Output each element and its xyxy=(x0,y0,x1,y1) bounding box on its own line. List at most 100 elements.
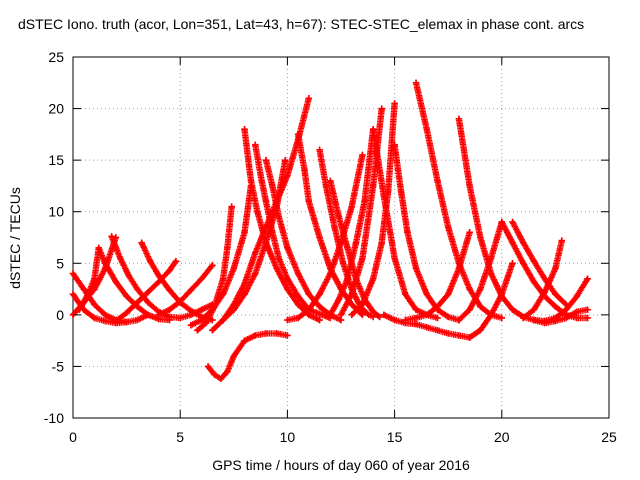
data-point xyxy=(241,280,248,288)
data-point xyxy=(434,327,441,334)
data-point xyxy=(376,313,383,321)
data-point xyxy=(91,301,98,308)
data-point xyxy=(219,275,227,282)
data-point xyxy=(584,306,591,313)
y-tick-label: -10 xyxy=(44,410,64,426)
series-12 xyxy=(219,156,289,324)
data-point xyxy=(369,308,377,315)
y-tick-label: 20 xyxy=(48,101,64,117)
data-point xyxy=(275,213,283,221)
data-point xyxy=(412,265,420,272)
series-33 xyxy=(509,218,570,308)
data-point xyxy=(166,286,173,294)
series-9 xyxy=(187,182,255,329)
data-point xyxy=(294,131,302,138)
data-point xyxy=(434,314,441,322)
data-point xyxy=(284,316,291,324)
data-point xyxy=(284,275,291,282)
data-point xyxy=(177,314,184,322)
data-point xyxy=(224,368,231,375)
data-point xyxy=(284,332,291,339)
data-point xyxy=(108,233,115,240)
data-point xyxy=(477,303,484,310)
data-point xyxy=(562,314,570,322)
data-point xyxy=(477,234,484,241)
data-point xyxy=(134,299,141,306)
data-point xyxy=(487,270,495,277)
data-point xyxy=(252,270,259,277)
data-point xyxy=(316,234,323,241)
data-point xyxy=(541,288,548,296)
series-14 xyxy=(241,126,323,324)
data-point xyxy=(155,272,162,279)
data-point xyxy=(397,187,405,195)
data-point xyxy=(455,265,463,272)
data-point xyxy=(269,182,276,190)
data-point xyxy=(305,306,313,313)
data-point xyxy=(273,330,280,337)
data-point xyxy=(327,177,334,184)
data-point xyxy=(241,126,248,133)
data-point xyxy=(562,306,570,313)
data-point xyxy=(380,193,388,200)
data-point xyxy=(144,299,152,306)
data-point xyxy=(423,291,430,298)
data-point xyxy=(552,291,559,298)
data-point xyxy=(146,258,154,265)
data-point xyxy=(498,314,505,322)
series-7 xyxy=(112,258,180,325)
series-16 xyxy=(262,156,345,324)
data-point xyxy=(466,334,473,341)
data-point xyxy=(530,258,538,265)
series-8 xyxy=(155,262,216,319)
data-point xyxy=(434,303,441,310)
chart-title: dSTEC Iono. truth (acor, Lon=351, Lat=43… xyxy=(18,16,584,32)
data-point xyxy=(275,254,283,262)
data-point xyxy=(530,306,538,313)
data-point xyxy=(369,182,377,190)
data-point xyxy=(520,314,527,322)
data-point xyxy=(254,208,261,215)
data-point xyxy=(219,316,227,324)
data-point xyxy=(359,151,366,159)
data-point xyxy=(155,311,162,319)
data-point xyxy=(412,314,420,322)
data-point xyxy=(316,291,323,298)
data-point xyxy=(284,244,291,252)
series-18 xyxy=(294,131,366,319)
data-point xyxy=(301,167,308,174)
data-point xyxy=(520,239,527,246)
x-axis-title: GPS time / hours of day 060 of year 2016 xyxy=(212,457,470,473)
data-point xyxy=(541,275,548,282)
data-point xyxy=(294,270,302,277)
data-point xyxy=(466,229,473,236)
data-point xyxy=(423,311,430,319)
data-point xyxy=(584,314,591,322)
data-point xyxy=(112,278,120,286)
series-markers xyxy=(204,330,291,382)
data-point xyxy=(455,115,463,123)
series-26 xyxy=(412,79,505,322)
y-tick-label: 5 xyxy=(56,255,64,271)
data-point xyxy=(352,239,360,246)
series-17 xyxy=(284,151,366,324)
data-point xyxy=(402,316,409,324)
data-point xyxy=(198,316,205,324)
data-point xyxy=(252,141,259,148)
data-point xyxy=(241,337,248,344)
data-point xyxy=(552,303,559,310)
data-point xyxy=(144,288,152,296)
data-point xyxy=(262,156,270,164)
data-point xyxy=(204,363,212,370)
data-point xyxy=(194,327,201,334)
data-point xyxy=(224,244,231,252)
y-tick-label: 25 xyxy=(48,49,64,65)
x-tick-label: 0 xyxy=(69,429,77,445)
data-point xyxy=(269,229,276,236)
data-point xyxy=(327,265,334,272)
data-point xyxy=(477,327,484,334)
data-point xyxy=(498,291,505,298)
data-point xyxy=(423,324,430,331)
data-point xyxy=(284,285,291,293)
series-31 xyxy=(466,260,516,341)
